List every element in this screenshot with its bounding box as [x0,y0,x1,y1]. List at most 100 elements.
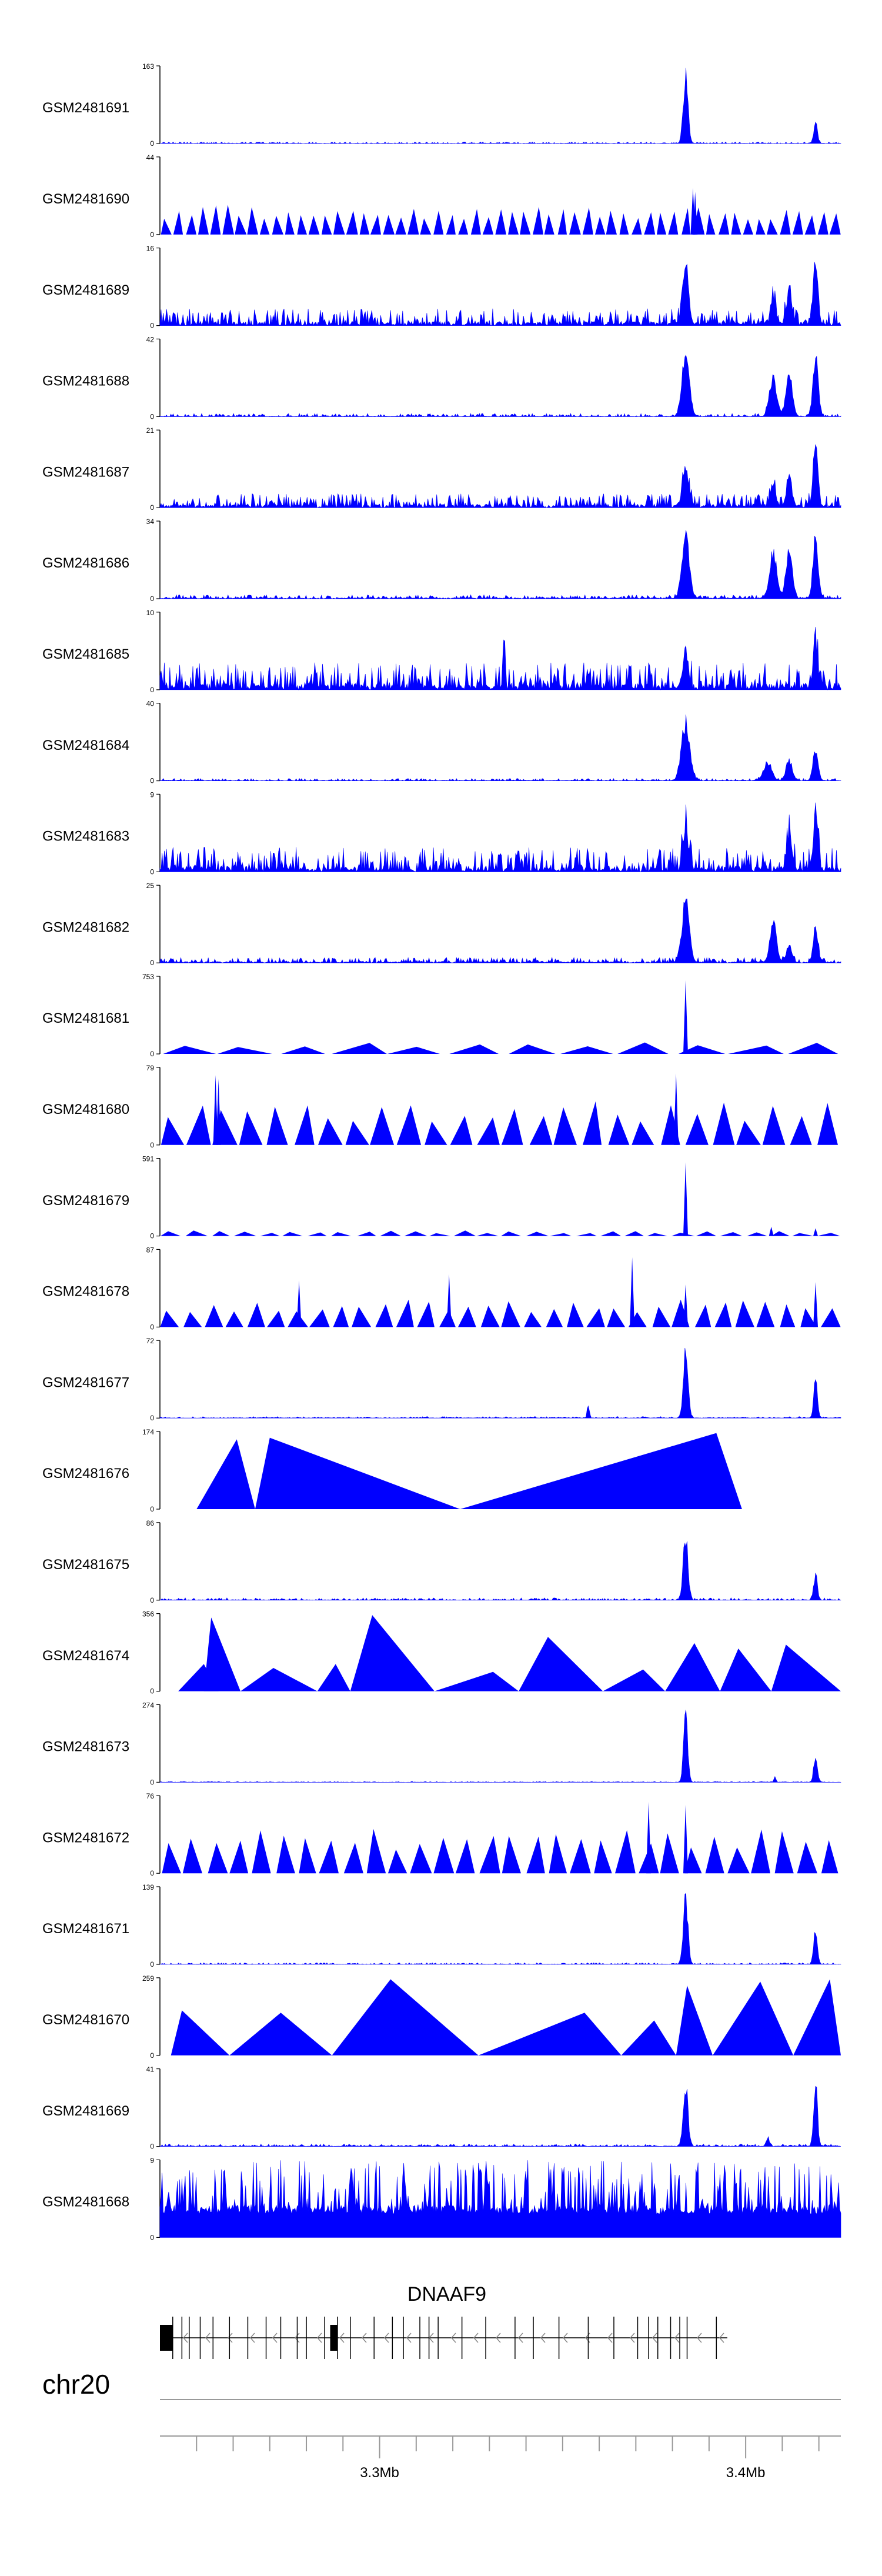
track-ymin-label: 0 [150,1323,154,1331]
coverage-triangle [797,1841,817,1874]
coverage-triangle [417,1302,435,1327]
coverage-triangle [817,1103,838,1145]
track-ymin-label: 0 [150,777,154,785]
track-ymin-label: 0 [150,231,154,239]
coverage-triangle [434,1671,519,1691]
track-ymin-label: 0 [150,1505,154,1513]
coverage-triangle [736,1120,761,1145]
strand-arrow [719,2333,724,2343]
coverage-triangle [619,213,629,235]
coverage-triangle [501,1301,520,1327]
coverage-triangle [780,209,791,235]
track-GSM2481674: GSM2481674 356 0 [42,1610,841,1696]
track-GSM2481672: GSM2481672 76 0 [42,1792,838,1877]
coverage-triangle [208,1843,228,1874]
coverage-triangle [470,209,481,235]
track-ymax-label: 79 [146,1064,155,1072]
coverage-triangle [519,1637,603,1691]
coverage-triangle [272,215,283,235]
strand-arrow [272,2333,278,2343]
track-ymin-label: 0 [150,1050,154,1058]
track-GSM2481687: GSM2481687 21 0 [42,426,841,512]
track-ymin-label: 0 [150,322,154,330]
coverage-triangle [821,1308,841,1327]
coverage-triangle [660,1833,679,1874]
coverage-area [159,898,841,964]
coverage-triangle [647,1233,668,1236]
coverage-triangle [780,1304,796,1327]
track-ymin-label: 0 [150,867,154,876]
track-ymin-label: 0 [150,1414,154,1422]
track-ymax-label: 72 [146,1337,155,1345]
coverage-triangle [295,1105,315,1145]
coverage-triangle [621,2020,676,2056]
coverage-triangle [308,215,320,235]
track-GSM2481680: GSM2481680 79 0 [42,1064,838,1149]
coverage-triangle [793,1979,841,2056]
strand-arrow [496,2333,501,2343]
coverage-triangle [495,209,506,235]
track-name: GSM2481689 [42,282,129,298]
coverage-triangle [458,1306,476,1327]
track-GSM2481673: GSM2481673 274 0 [42,1701,841,1786]
strand-arrow [183,2333,188,2343]
coverage-triangle [735,1300,754,1327]
track-GSM2481691: GSM2481691 163 0 [42,62,841,148]
coverage-triangle [720,1232,743,1236]
track-name: GSM2481690 [42,191,129,207]
coverage-triangle [546,1309,563,1327]
coverage-triangle [479,1836,500,1874]
gene-track: DNAAF9 [160,2283,727,2359]
coverage-triangle [560,1046,613,1054]
track-name: GSM2481678 [42,1284,129,1300]
strand-arrow [451,2333,456,2343]
strand-arrow [607,2333,613,2343]
coverage-triangle [792,1233,814,1236]
strand-arrow [384,2333,389,2343]
coverage-triangle [370,215,381,235]
coverage-peak [693,192,698,235]
coverage-triangle [186,1105,211,1145]
coverage-triangle [449,1044,499,1054]
coverage-triangle [480,1306,500,1327]
coverage-triangle [657,212,667,235]
coverage-area [159,68,841,144]
coverage-triangle [331,1232,352,1236]
strand-arrow [205,2333,211,2343]
coverage-peak [216,1079,221,1145]
strand-arrow [674,2333,680,2343]
coverage-triangle [282,1232,303,1236]
coverage-triangle [582,208,593,235]
coverage-triangle [567,1303,584,1327]
coverage-triangle [319,1840,339,1874]
coverage-triangle [607,1308,626,1327]
coverage-triangle [446,215,456,235]
coverage-tracks: GSM2481691 163 0 GSM2481690 44 0 GSM2481689 16 0… [42,62,841,2241]
coverage-triangle [684,1847,702,1874]
coverage-triangle [524,1312,542,1327]
coverage-triangle [756,1302,775,1327]
track-GSM2481671: GSM2481671 139 0 [42,1883,841,1968]
coverage-triangle [557,209,567,235]
track-GSM2481676: GSM2481676 174 0 [42,1428,742,1513]
track-GSM2481678: GSM2481678 87 0 [42,1246,841,1331]
track-name: GSM2481673 [42,1739,129,1755]
track-ymax-label: 753 [142,973,154,981]
coverage-triangle [544,214,554,235]
track-ymin-label: 0 [150,1141,154,1149]
coverage-peak [446,1274,452,1327]
coverage-triangle [727,1847,750,1874]
track-GSM2481670: GSM2481670 259 0 [42,1974,841,2060]
coverage-triangle [333,1306,349,1327]
track-ymax-label: 21 [146,426,155,435]
track-name: GSM2481685 [42,646,129,662]
track-GSM2481688: GSM2481688 42 0 [42,335,841,421]
coverage-triangle [407,209,419,235]
strand-arrow [563,2333,568,2343]
track-name: GSM2481686 [42,555,129,571]
chromosome-label: chr20 [42,2369,110,2400]
gene-label: DNAAF9 [407,2283,486,2305]
coverage-area [159,802,841,873]
coverage-triangle [509,1044,556,1054]
coverage-triangle [185,1230,208,1236]
